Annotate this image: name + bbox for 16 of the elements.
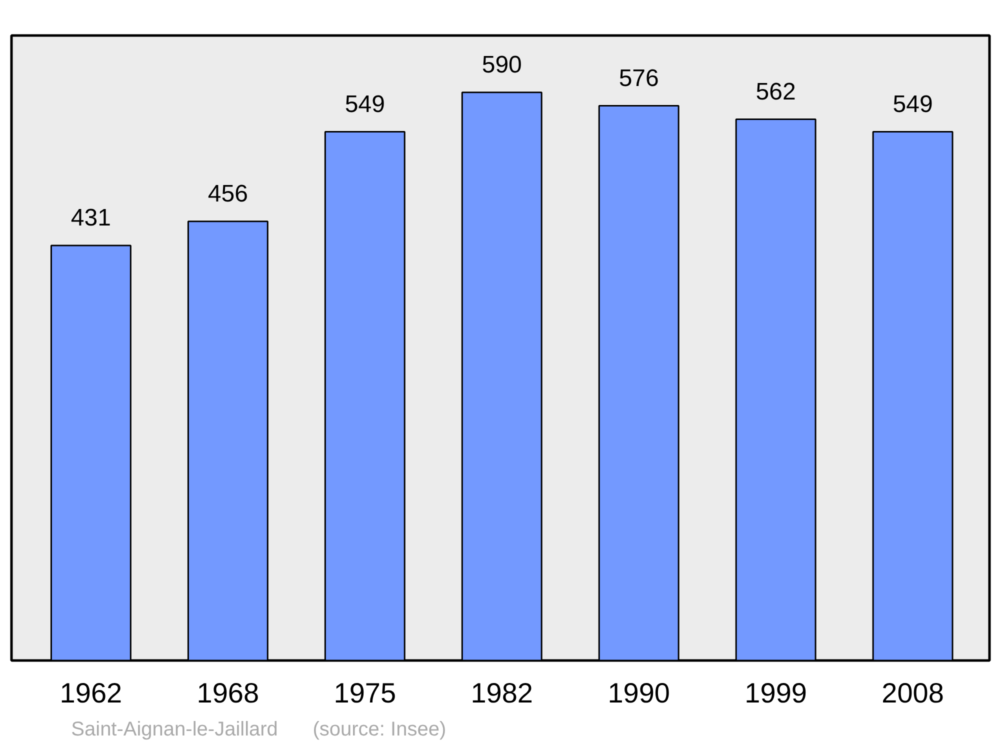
- x-tick-label: 2008: [882, 678, 944, 708]
- x-tick-label: 1962: [60, 678, 122, 708]
- text: Saint-Aignan-le-Jaillard: [71, 718, 278, 740]
- x-tick-label: 1968: [196, 678, 260, 708]
- x-tick-label: 1999: [744, 678, 807, 708]
- data-label: 562: [756, 78, 796, 106]
- text: (source: Insee): [312, 718, 446, 740]
- data-label: 456: [208, 180, 248, 208]
- data-label: 576: [618, 64, 659, 92]
- data-label: 431: [70, 204, 111, 232]
- data-label: 549: [892, 90, 933, 118]
- x-tick-label: 1975: [334, 678, 396, 708]
- data-label: 590: [482, 51, 522, 78]
- x-tick-label: 1990: [608, 678, 670, 708]
- x-tick-label: 1982: [470, 678, 534, 708]
- data-label: 549: [344, 90, 385, 118]
